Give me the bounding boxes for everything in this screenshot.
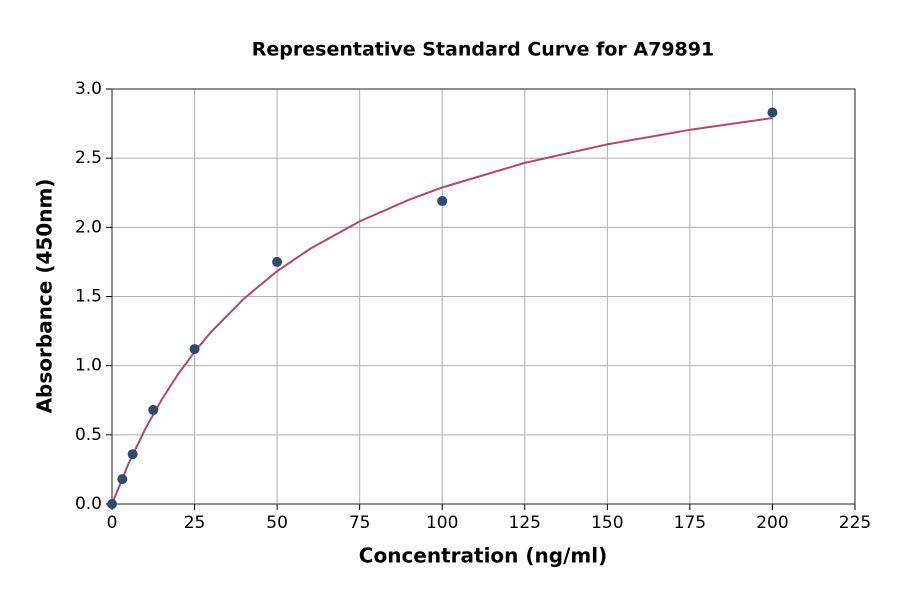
data-point xyxy=(127,449,138,460)
x-tick-label: 0 xyxy=(107,513,118,533)
y-tick-label: 0.0 xyxy=(75,494,102,514)
y-tick-label: 0.5 xyxy=(75,425,102,445)
x-axis-label: Concentration (ng/ml) xyxy=(359,544,607,568)
y-tick-label: 1.5 xyxy=(75,287,102,307)
chart-title: Representative Standard Curve for A79891 xyxy=(252,39,714,61)
y-tick-label: 1.0 xyxy=(75,356,102,376)
data-point xyxy=(189,344,200,355)
y-tick-label: 3.0 xyxy=(75,79,102,99)
x-tick-label: 75 xyxy=(349,513,371,533)
x-tick-label: 25 xyxy=(184,513,206,533)
x-tick-label: 150 xyxy=(591,513,623,533)
x-tick-label: 50 xyxy=(266,513,288,533)
data-point xyxy=(272,256,283,267)
data-point xyxy=(117,474,128,485)
x-tick-label: 100 xyxy=(426,513,458,533)
plot-frame xyxy=(111,88,856,505)
x-tick-label: 200 xyxy=(756,513,788,533)
data-point xyxy=(107,499,117,509)
x-tick-label: 125 xyxy=(509,513,541,533)
data-point xyxy=(148,404,159,415)
x-tick-label: 225 xyxy=(839,513,871,533)
y-tick-label: 2.5 xyxy=(75,148,102,168)
data-point xyxy=(767,107,778,118)
x-tick-label: 175 xyxy=(674,513,706,533)
y-tick-label: 2.0 xyxy=(75,217,102,237)
y-axis-label: Absorbance (450nm) xyxy=(33,179,57,414)
data-point xyxy=(437,196,448,207)
